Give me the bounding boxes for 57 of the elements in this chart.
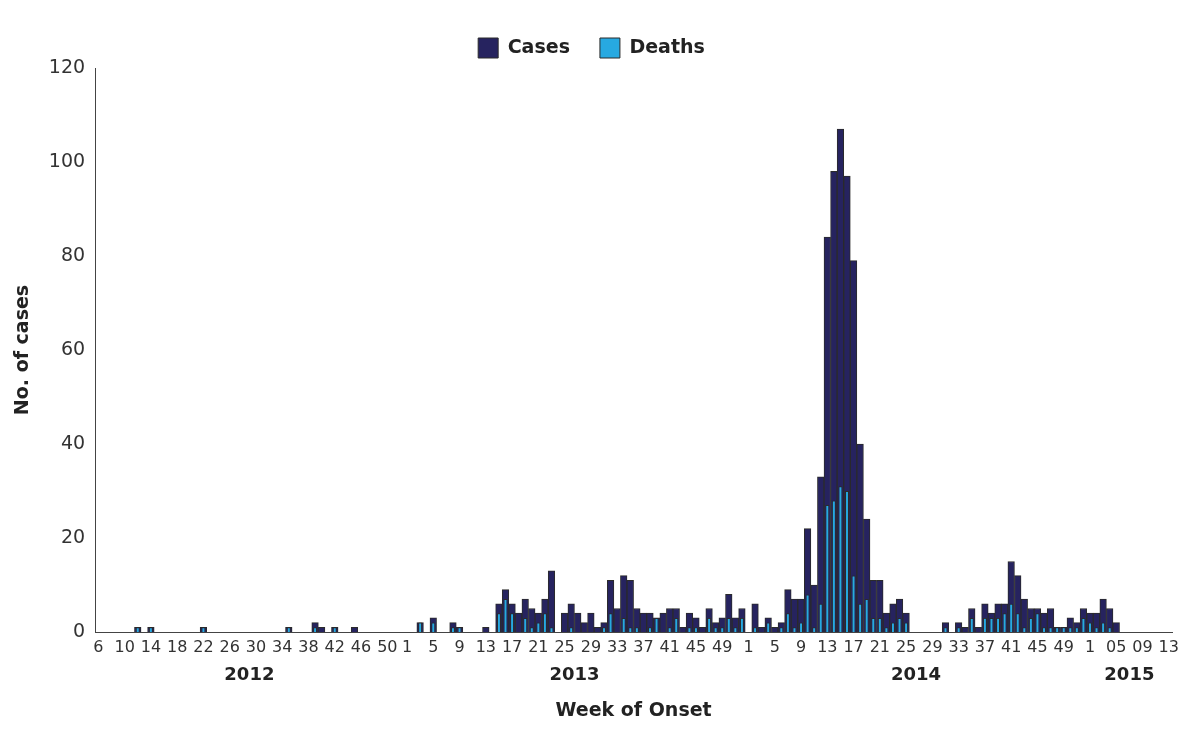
x-tick-label: 13 <box>475 636 496 656</box>
x-tick-label: 33 <box>948 636 969 656</box>
x-tick-label: 9 <box>795 636 807 656</box>
x-tick-label: 13 <box>817 636 838 656</box>
text: 2013 <box>549 662 600 684</box>
x-tick-label: 41 <box>1001 636 1022 656</box>
y-tick-label: 0 <box>72 618 86 641</box>
x-tick-label: 5 <box>769 636 780 656</box>
text: 2012 <box>224 662 275 684</box>
x-tick-label: 6 <box>93 636 104 656</box>
y-tick-label: 60 <box>60 336 86 359</box>
x-tick-label: 37 <box>974 636 996 656</box>
x-axis-title: Week of Onset <box>555 697 712 720</box>
x-tick-label: 45 <box>1027 636 1048 656</box>
x-tick-label: 34 <box>272 636 293 656</box>
x-tick-label: 21 <box>869 636 891 656</box>
text: 2015 <box>1104 662 1155 684</box>
x-tick-label: 37 <box>633 636 654 656</box>
x-tick-label: 21 <box>528 636 549 656</box>
x-tick-label: 25 <box>895 636 917 656</box>
x-tick-label: 09 <box>1132 636 1153 656</box>
x-tick-label: 45 <box>685 636 707 656</box>
x-tick-label: 50 <box>377 636 398 656</box>
y-tick-label: 40 <box>60 430 86 453</box>
x-tick-label: 1 <box>401 636 413 656</box>
y-axis-title: No. of cases <box>10 284 33 416</box>
x-tick-label: 05 <box>1106 636 1127 656</box>
legend-label: Deaths <box>629 34 705 57</box>
x-tick-label: 9 <box>454 636 465 656</box>
x-tick-label: 10 <box>114 636 135 656</box>
x-tick-label: 46 <box>350 636 372 656</box>
x-tick-label: 33 <box>606 636 628 656</box>
x-tick-label: 14 <box>140 636 162 656</box>
x-tick-label: 38 <box>298 636 319 656</box>
x-tick-label: 30 <box>245 636 267 656</box>
text: 2014 <box>890 662 942 684</box>
x-tick-label: 42 <box>324 636 345 656</box>
x-tick-label: 26 <box>219 636 240 656</box>
x-tick-label: 1 <box>743 636 754 656</box>
x-tick-label: 29 <box>580 636 602 656</box>
x-tick-label: 22 <box>193 636 214 656</box>
x-tick-label: 49 <box>712 636 733 656</box>
x-tick-label: 29 <box>922 636 943 656</box>
y-tick-label: 120 <box>48 54 86 77</box>
x-tick-label: 25 <box>554 636 575 656</box>
x-tick-label: 41 <box>659 636 680 656</box>
y-tick-label: 20 <box>60 524 86 547</box>
x-tick-label: 17 <box>501 636 523 656</box>
x-tick-label: 5 <box>428 636 439 656</box>
y-tick-label: 80 <box>60 242 86 265</box>
x-tick-label: 1 <box>1084 636 1096 656</box>
legend-label: Cases <box>507 34 570 57</box>
y-tick-label: 100 <box>48 148 86 171</box>
x-tick-label: 49 <box>1053 636 1074 656</box>
x-tick-label: 13 <box>1158 636 1179 656</box>
x-tick-label: 18 <box>166 636 188 656</box>
x-tick-label: 17 <box>843 636 864 656</box>
